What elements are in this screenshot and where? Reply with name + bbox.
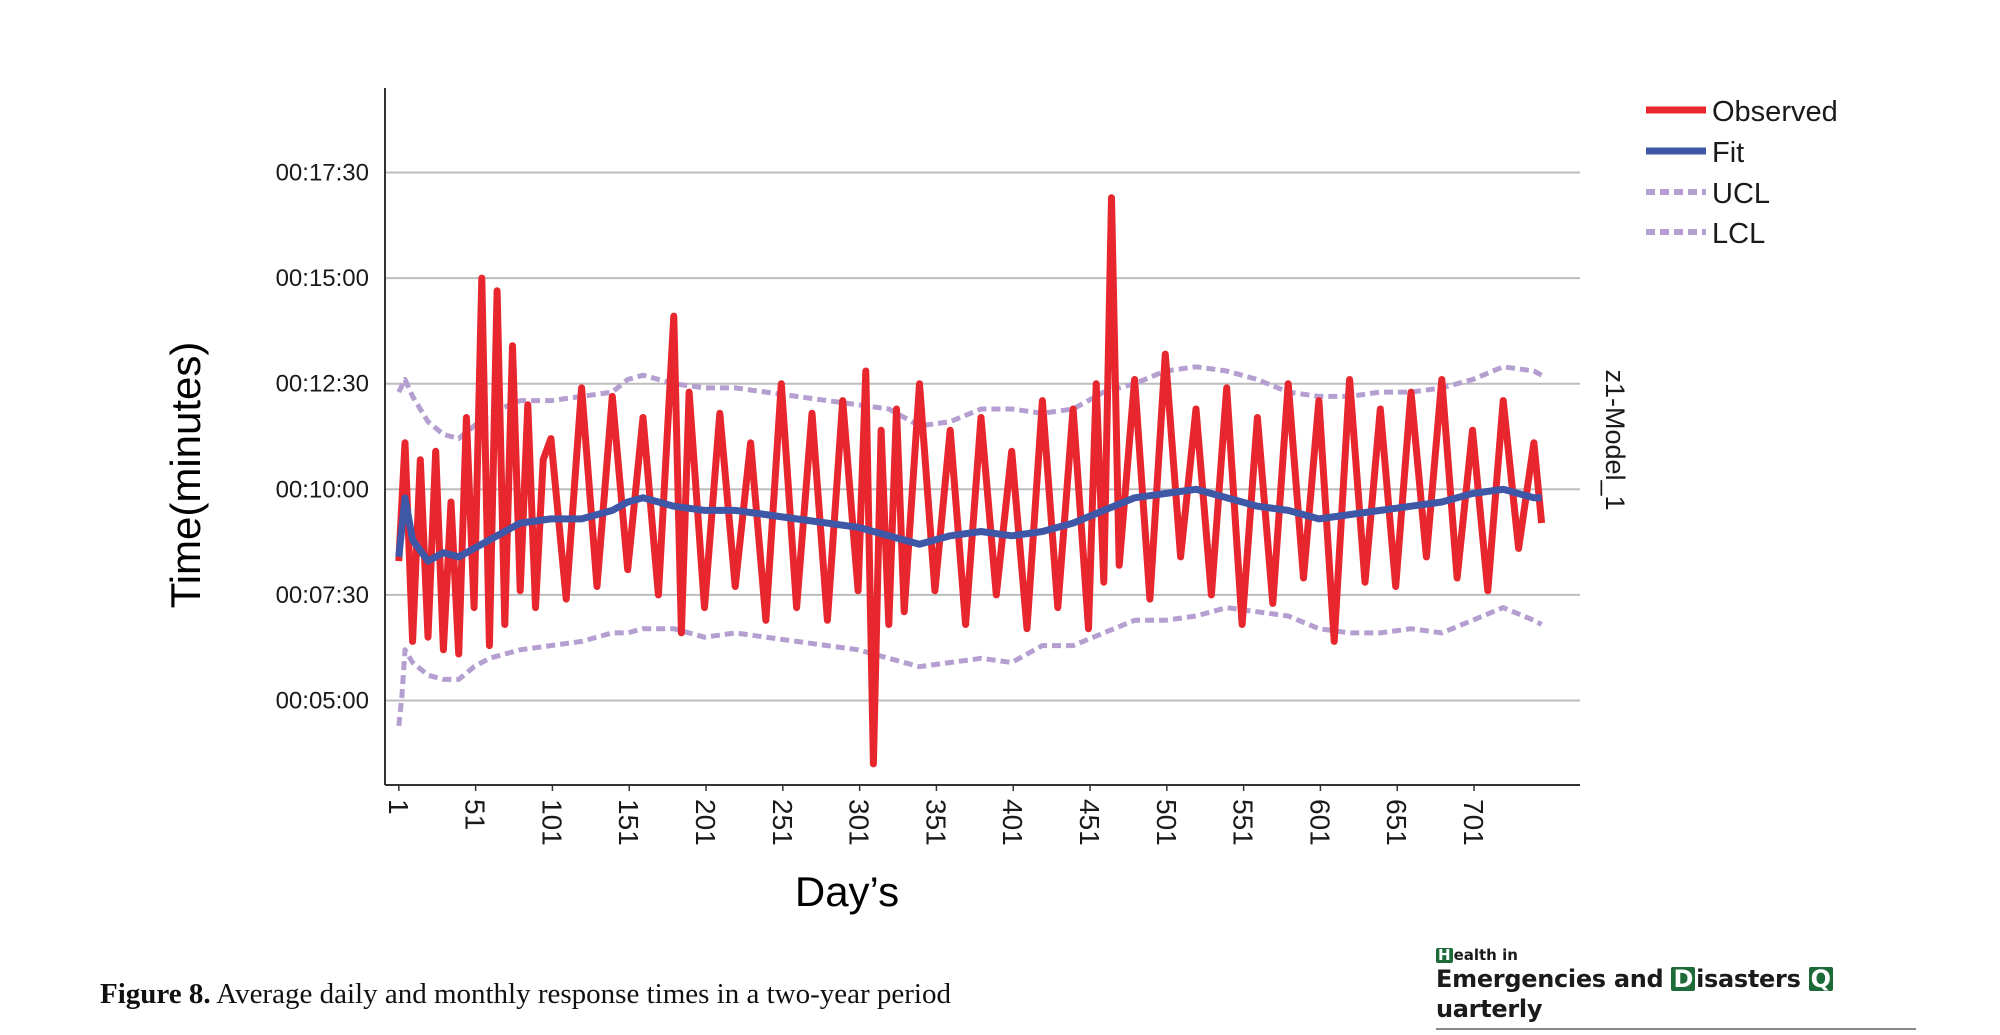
- x-tick-label: 501: [1151, 799, 1182, 846]
- y-tick-label: 00:17:30: [276, 159, 369, 186]
- x-tick-label: 51: [460, 799, 491, 830]
- y-axis-title: Time(minutes): [162, 342, 209, 609]
- y-tick-label: 00:12:30: [276, 371, 369, 398]
- axes: [384, 88, 1580, 791]
- chart: 00:05:00 00:07:30 00:10:00 00:12:30 00:15:00…: [162, 88, 1838, 915]
- logo-word-3: uarterly: [1436, 995, 1543, 1023]
- ucl-line: [396, 364, 1543, 442]
- x-tick-label: 151: [613, 799, 644, 846]
- logo-initial-q: Q: [1808, 965, 1833, 993]
- figure-caption: Figure 8. Average daily and monthly resp…: [100, 978, 951, 1011]
- x-tick-label: 551: [1228, 799, 1259, 846]
- logo-initial-d: D: [1671, 965, 1696, 993]
- y-tick-label: 00:07:30: [276, 582, 369, 609]
- y-tick-label: 00:05:00: [276, 688, 369, 715]
- legend: Observed Fit UCL LCL: [1646, 96, 1838, 250]
- fit-series: [395, 485, 1542, 565]
- observed-series: [395, 194, 1546, 768]
- x-tick-label: 201: [690, 799, 721, 846]
- x-tick-label: 301: [844, 799, 875, 846]
- legend-label-lcl: LCL: [1712, 218, 1765, 250]
- x-tick-label: 401: [997, 799, 1028, 846]
- logo-top-text: ealth in: [1453, 946, 1518, 964]
- x-axis-title: Day’s: [795, 868, 899, 915]
- logo-word-2: isasters: [1696, 965, 1809, 993]
- x-tick-label: 1: [383, 799, 414, 815]
- lcl-line: [396, 605, 1543, 727]
- y-tick-labels: 00:05:00 00:07:30 00:10:00 00:12:30 00:15:00…: [276, 159, 369, 714]
- ucl-series: [396, 364, 1543, 442]
- y-tick-label: 00:15:00: [276, 265, 369, 292]
- x-tick-label: 451: [1074, 799, 1105, 846]
- logo-initial-e: E: [1436, 965, 1453, 993]
- gridlines: [385, 171, 1580, 702]
- caption-text: Average daily and monthly response times…: [210, 978, 951, 1010]
- logo-word-1: mergencies and: [1452, 965, 1672, 993]
- fit-line: [395, 485, 1542, 565]
- legend-label-fit: Fit: [1712, 137, 1744, 169]
- caption-label: Figure 8.: [100, 978, 211, 1010]
- x-tick-label: 101: [536, 799, 567, 846]
- x-tick-label: 601: [1304, 799, 1335, 846]
- x-tick-label: 351: [920, 799, 951, 846]
- panel-label: z1-Model_1: [1600, 369, 1630, 510]
- x-tick-label: 701: [1458, 799, 1489, 846]
- x-tick-label: 251: [767, 799, 798, 846]
- x-tick-labels: 1 51 101 151 201 251 301 351 401 451 501 551 601 651 7…: [383, 799, 1489, 846]
- legend-label-observed: Observed: [1712, 96, 1838, 128]
- observed-line: [395, 194, 1546, 768]
- logo-initial-h: H: [1436, 946, 1453, 964]
- y-tick-label: 00:10:00: [276, 476, 369, 503]
- logo-rule: [1436, 1028, 1916, 1030]
- x-tick-label: 651: [1381, 799, 1412, 846]
- legend-label-ucl: UCL: [1712, 178, 1770, 210]
- lcl-series: [396, 605, 1543, 727]
